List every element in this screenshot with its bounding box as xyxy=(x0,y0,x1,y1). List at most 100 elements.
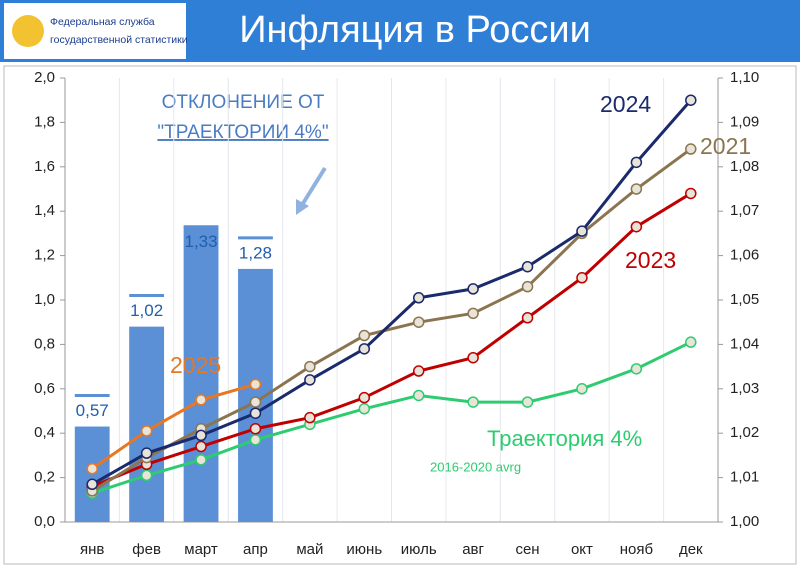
y2-tick-label: 1,08 xyxy=(730,158,759,175)
point xyxy=(249,396,262,408)
arrow-head xyxy=(296,199,309,215)
y-tick-label: 1,6 xyxy=(34,158,55,175)
y-tick-label: 0,6 xyxy=(34,380,55,397)
point xyxy=(358,403,371,415)
y2-tick-label: 1,00 xyxy=(730,513,759,530)
y-tick-label: 1,2 xyxy=(34,247,55,264)
point xyxy=(249,434,262,446)
bar xyxy=(183,226,219,523)
line xyxy=(91,147,692,493)
y2-tick-label: 1,03 xyxy=(730,380,759,397)
point xyxy=(467,396,479,408)
point xyxy=(249,378,262,391)
series-label: 2024 xyxy=(600,91,651,117)
x-tick-label: фев xyxy=(132,541,161,558)
x-tick-label: авг xyxy=(462,541,484,558)
point xyxy=(685,336,697,348)
x-tick-label: сен xyxy=(515,541,539,558)
x-tick-label: июль xyxy=(401,541,437,558)
arrow xyxy=(300,166,327,207)
y2-tick-label: 1,09 xyxy=(730,113,759,130)
point xyxy=(412,292,425,304)
data-label: 1,02 xyxy=(130,301,163,320)
point xyxy=(412,365,425,377)
point xyxy=(685,94,697,106)
point xyxy=(521,312,534,324)
point xyxy=(685,143,697,155)
page-title: Инфляция в России xyxy=(239,9,591,51)
point xyxy=(412,389,425,402)
point xyxy=(467,307,479,320)
y-tick-label: 1,8 xyxy=(34,113,55,130)
point xyxy=(140,469,153,482)
point xyxy=(412,316,425,328)
y-tick-label: 0,0 xyxy=(34,513,55,530)
point xyxy=(86,462,98,475)
point xyxy=(195,394,207,406)
point xyxy=(521,260,534,273)
y-tick-label: 1,4 xyxy=(34,202,55,219)
x-tick-label: апр xyxy=(243,541,268,558)
data-label: 1,33 xyxy=(184,232,217,251)
point xyxy=(630,220,643,233)
x-tick-label: июнь xyxy=(346,541,382,558)
data-label: 1,28 xyxy=(239,243,272,262)
point xyxy=(140,447,153,459)
series-note: 2016-2020 avrg xyxy=(430,459,521,474)
point xyxy=(358,329,371,342)
point xyxy=(576,383,588,395)
x-tick-label: дек xyxy=(679,541,703,558)
point xyxy=(630,156,643,169)
point xyxy=(685,187,697,200)
series-label: 2023 xyxy=(625,247,676,273)
y2-tick-label: 1,02 xyxy=(730,424,759,441)
point xyxy=(630,183,643,195)
x-tick-label: янв xyxy=(80,541,104,558)
y-tick-label: 0,2 xyxy=(34,469,55,486)
x-tick-label: май xyxy=(296,541,323,558)
line xyxy=(91,99,692,486)
series-label: 2021 xyxy=(700,133,751,159)
point xyxy=(521,280,534,293)
point xyxy=(195,454,207,466)
y-tick-label: 0,4 xyxy=(34,424,55,441)
y2-tick-label: 1,07 xyxy=(730,202,759,219)
series-label: Траектория 4% xyxy=(487,426,642,451)
point xyxy=(195,429,207,442)
point xyxy=(249,407,262,419)
line xyxy=(91,382,256,470)
chart-frame xyxy=(3,65,797,565)
point xyxy=(467,351,479,364)
point xyxy=(467,283,479,295)
point xyxy=(521,396,534,408)
y-tick-label: 1,0 xyxy=(34,291,55,308)
point xyxy=(304,374,316,386)
y2-tick-label: 1,10 xyxy=(730,69,759,86)
y-tick-label: 0,8 xyxy=(34,335,55,352)
line xyxy=(91,340,692,495)
line xyxy=(91,192,692,488)
y2-tick-label: 1,06 xyxy=(730,247,759,264)
x-tick-label: окт xyxy=(571,541,593,558)
point xyxy=(140,425,153,437)
logo-text: государственной статистики xyxy=(50,34,188,46)
annotation: ОТКЛОНЕНИЕ ОТ xyxy=(162,92,325,113)
plot: 0,0 0,2 0,4 0,6 0,8 1,0 1,2 1,4 1,6 1,8 2,0 1,00 1,0… xyxy=(34,69,759,558)
y2-tick-label: 1,01 xyxy=(730,469,759,486)
x-tick-label: нояб xyxy=(620,541,653,558)
point xyxy=(249,423,262,435)
point xyxy=(195,440,207,453)
point xyxy=(630,363,643,375)
point xyxy=(304,360,316,373)
data-label: 0,57 xyxy=(76,401,109,420)
y2-tick-label: 1,05 xyxy=(730,291,759,308)
y2-tick-label: 1,04 xyxy=(730,335,759,352)
point xyxy=(358,391,371,404)
y-tick-label: 2,0 xyxy=(34,69,55,86)
point xyxy=(304,411,316,424)
point xyxy=(86,478,98,491)
point xyxy=(576,272,588,284)
annotation: "ТРАЕКТОРИИ 4%" xyxy=(157,122,328,143)
logo-emblem xyxy=(12,15,44,47)
